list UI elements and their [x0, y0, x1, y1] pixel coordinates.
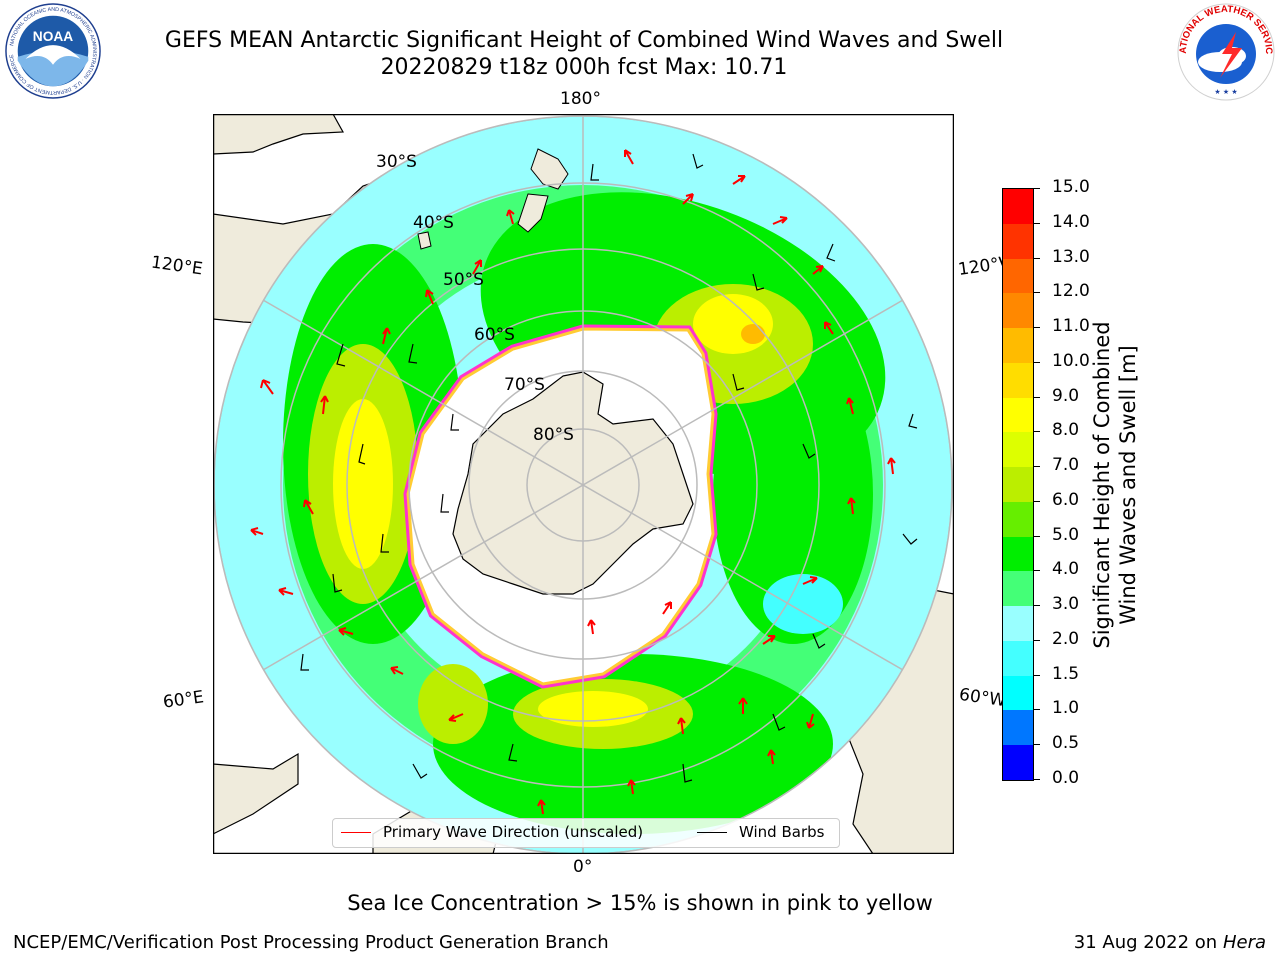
colorbar-tick: [1033, 639, 1040, 641]
colorbar-segment: [1003, 606, 1033, 641]
land-inside: [417, 148, 569, 250]
colorbar-tick: [1033, 535, 1040, 537]
colorbar-segment: [1003, 362, 1033, 398]
sea-ice-note: Sea Ice Concentration > 15% is shown in …: [347, 891, 933, 915]
colorbar-segment: [1003, 640, 1033, 676]
colorbar-tick: [1033, 744, 1040, 746]
colorbar-tick-label: 4.0: [1052, 559, 1080, 580]
colorbar-tick-label: 0.5: [1052, 733, 1080, 754]
footer-date: 31 Aug 2022 on Hera: [1074, 932, 1266, 953]
colorbar-segment: [1003, 501, 1033, 537]
lon-label-120e: 120°E: [149, 252, 204, 280]
colorbar-tick: [1033, 779, 1040, 780]
colorbar-tick-label: 13.0: [1052, 246, 1090, 267]
legend-barb-line: [697, 832, 727, 833]
lat-label-80s: 80°S: [533, 425, 574, 445]
lat-label-40s: 40°S: [413, 213, 454, 233]
colorbar-tick: [1033, 466, 1040, 468]
antarctica: [452, 371, 694, 595]
lat-label-60s: 60°S: [474, 325, 515, 345]
noaa-logo-text: NOAA: [33, 29, 73, 44]
map-border: [213, 114, 954, 854]
colorbar-segment: [1003, 293, 1033, 329]
colorbar-tick-label: 15.0: [1052, 177, 1090, 197]
colorbar-segment: [1003, 189, 1033, 224]
colorbar-segment: [1003, 675, 1033, 711]
colorbar-tick-label: 0.0: [1052, 768, 1080, 788]
colorbar-tick: [1033, 396, 1040, 398]
lon-label-60w: 60°W: [957, 684, 1008, 712]
colorbar-tick: [1033, 222, 1040, 224]
colorbar-tick: [1033, 361, 1040, 363]
legend-wave-label: Primary Wave Direction (unscaled): [383, 823, 644, 841]
colorbar-tick: [1033, 570, 1040, 572]
lon-label-0: 0°: [573, 857, 593, 877]
colorbar-tick-label: 9.0: [1052, 385, 1080, 406]
colorbar-tick-label: 2.0: [1052, 628, 1080, 649]
colorbar-tick-label: 1.5: [1052, 663, 1080, 684]
plot-title: GEFS MEAN Antarctic Significant Height o…: [164, 28, 1004, 53]
graticule: [214, 116, 952, 854]
colorbar-tick-label: 10.0: [1052, 350, 1090, 371]
colorbar-tick: [1033, 605, 1040, 607]
noaa-logo: NOAA NATIONAL OCEANIC AND ATMOSPHERIC AD…: [5, 3, 101, 99]
colorbar-tick: [1033, 431, 1040, 433]
lon-label-180: 180°: [560, 89, 601, 109]
legend-barb-label: Wind Barbs: [739, 823, 825, 841]
svg-text:★ ★ ★: ★ ★ ★: [1214, 88, 1237, 96]
colorbar-segment: [1003, 571, 1033, 607]
colorbar-label-line1: Significant Height of Combined: [1090, 321, 1114, 649]
colorbar-tick-label: 12.0: [1052, 281, 1090, 302]
nws-logo: NATIONAL WEATHER SERVICE ★ ★ ★: [1176, 2, 1275, 101]
colorbar-segment: [1003, 258, 1033, 294]
colorbar-tick: [1033, 257, 1040, 259]
lat-label-50s: 50°S: [443, 270, 484, 290]
polar-map: [213, 114, 954, 854]
map-legend: Primary Wave Direction (unscaled) Wind B…: [332, 818, 840, 848]
footer-credit: NCEP/EMC/Verification Post Processing Pr…: [13, 932, 609, 953]
colorbar-tick-label: 8.0: [1052, 420, 1080, 441]
colorbar-segment: [1003, 536, 1033, 572]
colorbar-tick-label: 11.0: [1052, 316, 1090, 337]
colorbar-segment: [1003, 432, 1033, 468]
colorbar-segment: [1003, 710, 1033, 746]
colorbar-tick-label: 5.0: [1052, 524, 1080, 545]
lat-label-30s: 30°S: [376, 152, 417, 172]
legend-wave-line: [341, 832, 371, 833]
colorbar-tick: [1033, 500, 1040, 502]
lon-label-60e: 60°E: [161, 687, 206, 713]
colorbar-tick-label: 14.0: [1052, 211, 1090, 232]
colorbar-tick: [1033, 674, 1040, 676]
colorbar-segment: [1003, 328, 1033, 363]
colorbar-tick-label: 7.0: [1052, 455, 1080, 476]
colorbar-tick: [1033, 709, 1040, 711]
colorbar-label-line2: Wind Waves and Swell [m]: [1116, 345, 1140, 625]
colorbar-segment: [1003, 745, 1033, 780]
colorbar-tick-label: 6.0: [1052, 489, 1080, 510]
colorbar-tick: [1033, 188, 1040, 189]
colorbar: [1002, 188, 1034, 781]
footer-host: Hera: [1222, 932, 1266, 953]
colorbar-tick: [1033, 327, 1040, 329]
colorbar-label: Significant Height of Combined Wind Wave…: [1089, 235, 1141, 735]
footer-date-text: 31 Aug 2022 on: [1073, 932, 1218, 953]
lat-label-70s: 70°S: [504, 375, 545, 395]
plot-subtitle: 20220829 t18z 000h fcst Max: 10.71: [380, 55, 788, 80]
colorbar-segment: [1003, 467, 1033, 502]
wave-arrows: [250, 149, 896, 815]
colorbar-tick-label: 3.0: [1052, 594, 1080, 615]
colorbar-tick-label: 1.0: [1052, 698, 1080, 719]
colorbar-tick: [1033, 292, 1040, 294]
colorbar-segment: [1003, 397, 1033, 433]
colorbar-segment: [1003, 223, 1033, 259]
